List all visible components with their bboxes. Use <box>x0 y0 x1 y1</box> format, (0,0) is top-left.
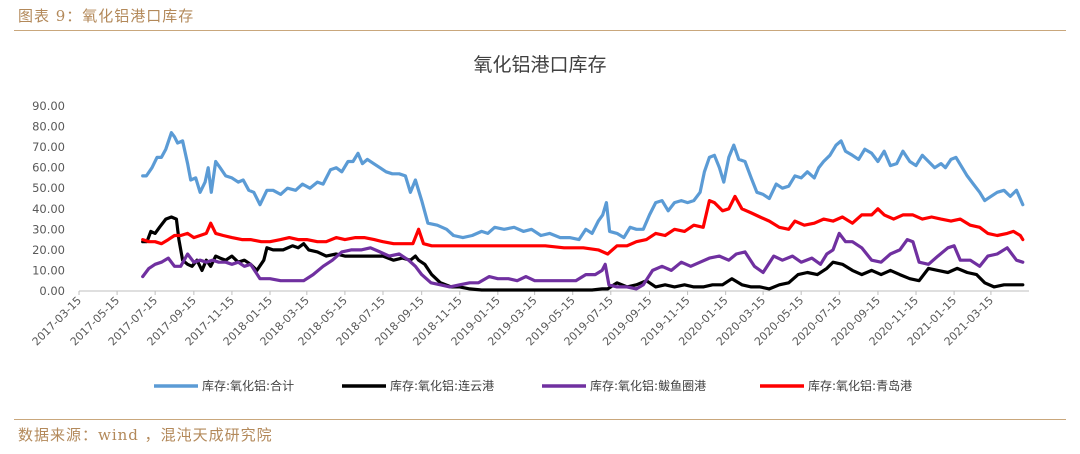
y-tick-label: 20.00 <box>32 243 65 257</box>
y-tick-label: 70.00 <box>32 140 65 154</box>
series-line <box>141 215 1025 292</box>
y-tick-label: 80.00 <box>32 120 65 134</box>
chart-frame: 氧化铝港口库存 0.00 10.00 20.00 30.00 40.00 50.00 60.… <box>14 33 1066 418</box>
y-tick-label: 50.00 <box>32 181 65 195</box>
legend-label: 库存:氧化铝:连云港 <box>390 378 494 393</box>
legend-label: 库存:氧化铝:合计 <box>202 378 294 393</box>
series-group <box>141 131 1025 292</box>
series-line <box>141 231 1025 291</box>
figure-caption: 图表 9：氧化铝港口库存 <box>18 7 195 25</box>
y-tick-label: 60.00 <box>32 161 65 175</box>
y-tick-label: 0.00 <box>39 284 65 298</box>
y-tick-label: 40.00 <box>32 202 65 216</box>
figure-header: 图表 9：氧化铝港口库存 <box>14 0 1066 32</box>
y-tick-label: 10.00 <box>32 263 65 277</box>
y-axis: 0.00 10.00 20.00 30.00 40.00 50.00 60.00 70.00 8… <box>32 99 65 298</box>
x-axis: 2017-03-152017-05-152017-07-152017-09-15… <box>30 290 1029 348</box>
y-tick-label: 90.00 <box>32 99 65 113</box>
series-line <box>141 131 1025 242</box>
legend-label: 库存:氧化铝:青岛港 <box>808 378 912 393</box>
header-rule <box>14 30 1066 31</box>
footer-rule <box>14 419 1066 420</box>
legend-label: 库存:氧化铝:鲅鱼圈港 <box>590 378 706 393</box>
line-chart: 氧化铝港口库存 0.00 10.00 20.00 30.00 40.00 50.00 60.… <box>30 54 1029 393</box>
chart-title: 氧化铝港口库存 <box>473 54 606 76</box>
y-tick-label: 30.00 <box>32 222 65 236</box>
legend: 库存:氧化铝:合计 库存:氧化铝:连云港 库存:氧化铝:鲅鱼圈港 库存:氧化铝:青岛港 <box>154 378 912 393</box>
figure-source: 数据来源：wind ，混沌天成研究院 <box>18 426 273 444</box>
series-line <box>141 194 1025 256</box>
